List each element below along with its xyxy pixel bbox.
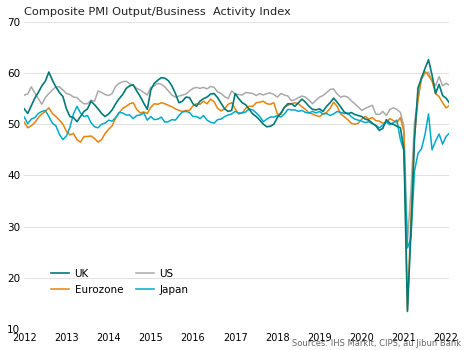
Japan: [404, 246, 410, 250]
UK: [404, 309, 410, 314]
Eurozone: [422, 69, 428, 73]
Line: UK: UK: [24, 56, 466, 312]
US: [21, 93, 27, 97]
Line: Japan: Japan: [24, 106, 466, 248]
US: [60, 88, 66, 92]
Eurozone: [394, 121, 400, 125]
Eurozone: [21, 120, 27, 124]
Text: Composite PMI Output/Business  Activity Index: Composite PMI Output/Business Activity I…: [24, 7, 291, 17]
UK: [60, 94, 66, 99]
Eurozone: [162, 102, 168, 106]
Japan: [21, 115, 27, 119]
Japan: [394, 118, 400, 122]
Line: US: US: [24, 54, 466, 242]
Text: Sources: IHS Markit, CIPS, au Jibun Bank: Sources: IHS Markit, CIPS, au Jibun Bank: [292, 339, 461, 348]
UK: [21, 107, 27, 111]
US: [404, 240, 410, 244]
US: [391, 106, 396, 110]
UK: [176, 101, 182, 105]
Japan: [81, 114, 87, 119]
UK: [162, 76, 168, 80]
US: [162, 85, 168, 89]
Japan: [397, 138, 403, 142]
Japan: [60, 138, 66, 142]
Japan: [179, 110, 185, 114]
US: [394, 107, 400, 112]
Legend: UK, Eurozone, US, Japan: UK, Eurozone, US, Japan: [47, 265, 193, 299]
Eurozone: [391, 119, 396, 123]
UK: [461, 54, 466, 58]
UK: [78, 114, 83, 119]
Eurozone: [78, 140, 83, 144]
US: [461, 52, 466, 56]
Eurozone: [60, 122, 66, 126]
Eurozone: [176, 108, 182, 112]
Line: Eurozone: Eurozone: [24, 71, 466, 310]
US: [78, 99, 83, 103]
Japan: [74, 104, 80, 108]
UK: [394, 124, 400, 128]
UK: [391, 122, 396, 126]
Japan: [165, 120, 171, 124]
US: [176, 94, 182, 98]
Eurozone: [404, 308, 410, 313]
